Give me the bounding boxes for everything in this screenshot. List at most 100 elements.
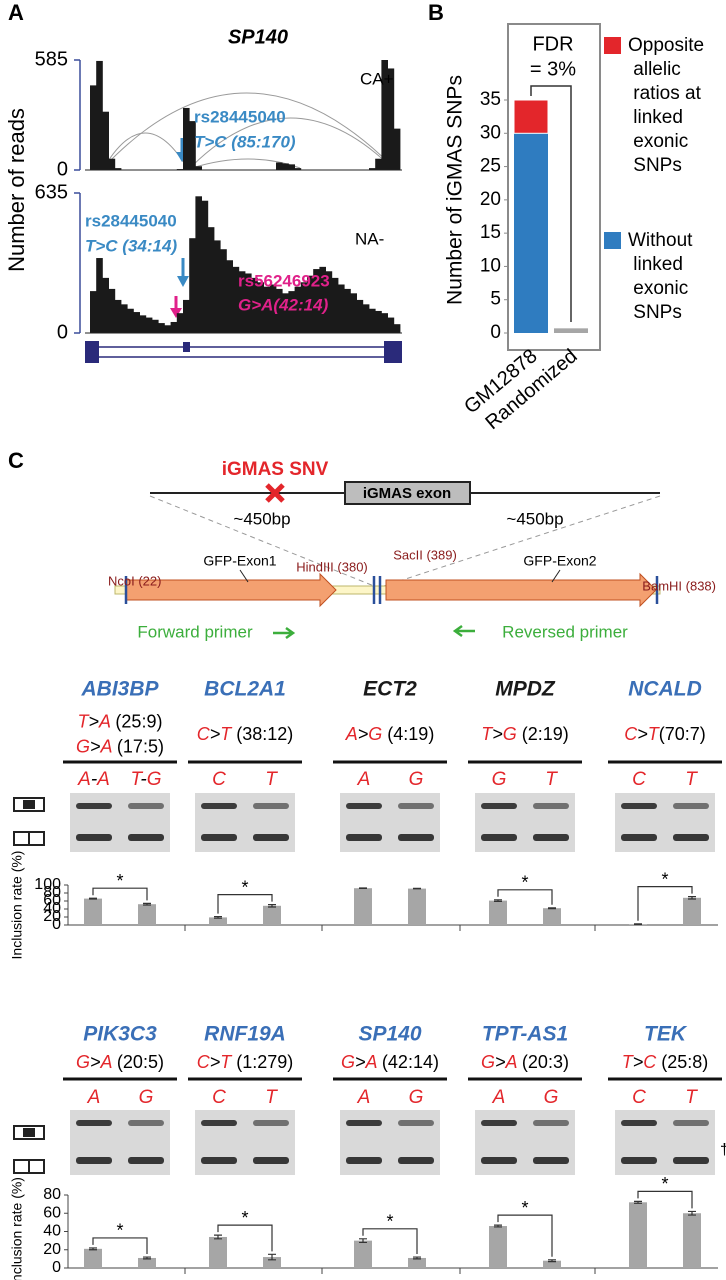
text-run: G	[341, 1052, 355, 1072]
coverage-bar	[369, 168, 376, 170]
chart-title: SP140	[228, 26, 288, 48]
bar	[84, 1248, 102, 1268]
text-run: 5	[148, 736, 158, 756]
significance: *	[661, 869, 668, 889]
gene-model	[85, 341, 402, 363]
bar	[138, 904, 156, 925]
coverage-bar	[313, 269, 320, 333]
text-run: )	[287, 1052, 293, 1072]
text-run: G	[368, 724, 382, 744]
gel-band	[533, 803, 569, 809]
text-run: C	[197, 724, 211, 744]
bar	[138, 1257, 156, 1268]
text-run: 1	[267, 724, 277, 744]
y-tick-label: 35	[480, 89, 501, 110]
significance-bracket	[497, 1214, 553, 1257]
lane-label: G	[492, 769, 507, 790]
bar	[354, 1240, 372, 1268]
coverage-bar	[288, 291, 295, 333]
coverage-bar	[282, 163, 289, 170]
lane-label: C	[212, 1087, 226, 1108]
coverage-bar	[90, 291, 97, 333]
lane-label: C	[212, 769, 226, 790]
text-run: :	[403, 724, 408, 744]
y-tick-label: 30	[480, 122, 501, 143]
text-run: 8	[692, 1052, 702, 1072]
coverage-bar	[232, 266, 240, 333]
lane-label: T	[685, 1087, 698, 1108]
gel-band	[346, 1120, 382, 1126]
text-run: )	[563, 1052, 569, 1072]
exon-block	[183, 342, 190, 352]
coverage-bar	[127, 308, 134, 333]
text-run: )	[700, 724, 706, 744]
bar-segment	[554, 328, 588, 333]
text-run: 7	[267, 1052, 277, 1072]
variant-label: rs56246923	[238, 271, 330, 290]
gel-band	[673, 834, 709, 841]
coverage-bar	[276, 162, 283, 170]
text-run: C	[197, 1052, 211, 1072]
text-run: 5	[131, 711, 141, 731]
y-tick-label: 0	[52, 916, 61, 933]
coverage-bar	[207, 227, 215, 333]
dashed-guide	[383, 495, 661, 587]
significance-bracket	[217, 894, 273, 914]
bar	[263, 905, 281, 925]
text-run: :	[408, 1052, 413, 1072]
significance-bracket	[637, 886, 693, 921]
snv-label: iGMAS SNV	[222, 459, 329, 480]
coverage-bar	[338, 284, 345, 333]
exon-label: iGMAS exon	[363, 485, 451, 502]
variant-label: rs28445040	[194, 107, 286, 126]
gel-band	[253, 1120, 289, 1126]
flank-label: ~450bp	[506, 509, 563, 528]
coverage-bar	[387, 68, 395, 170]
bar	[408, 1257, 426, 1268]
gel-band	[346, 1157, 382, 1164]
gel-band	[128, 1157, 164, 1164]
text-run: (	[382, 1052, 388, 1072]
legend-label: Opposite allelic ratios at linked exonic…	[628, 35, 704, 176]
error-bar	[494, 899, 502, 902]
text-run: A	[492, 1087, 506, 1108]
text-run: (	[236, 1052, 242, 1072]
coverage-bar	[369, 308, 376, 333]
coverage-bar	[381, 313, 388, 333]
snv-mark	[265, 483, 285, 503]
lane-label: T	[265, 1087, 278, 1108]
text-run: 1	[242, 1052, 252, 1072]
gel-band	[673, 1120, 709, 1126]
gel-band	[533, 834, 569, 841]
lane-label: A	[357, 769, 371, 790]
text-run: T	[685, 769, 698, 790]
text-run: C	[212, 769, 226, 790]
text-run: A	[345, 724, 358, 744]
text-run: 1	[123, 736, 133, 756]
site-label: HindIII (380)	[296, 559, 368, 574]
error-bar	[548, 907, 556, 910]
text-run: >	[210, 724, 221, 744]
coverage-bar	[133, 312, 140, 333]
text-run: )	[433, 1052, 439, 1072]
coverage-bar	[294, 286, 302, 333]
text-run: A	[357, 1087, 371, 1108]
lane-label: A	[492, 1087, 506, 1108]
text-run: >	[355, 1052, 366, 1072]
text-run: 4	[393, 724, 403, 744]
coverage-bar	[114, 299, 122, 333]
significance-bracket	[637, 1190, 693, 1209]
text-run: >	[210, 1052, 221, 1072]
text-run: >	[90, 736, 101, 756]
pointer	[239, 569, 249, 583]
coverage-bar	[387, 317, 395, 333]
arc	[104, 92, 393, 167]
text-run: SNPs	[628, 155, 682, 176]
coverage-bar	[158, 323, 165, 333]
site-label: SacII (389)	[393, 547, 457, 562]
coverage-bar	[96, 60, 103, 170]
error-bar	[268, 904, 276, 908]
text-run: G	[544, 1087, 559, 1108]
text-run: C	[212, 1087, 226, 1108]
